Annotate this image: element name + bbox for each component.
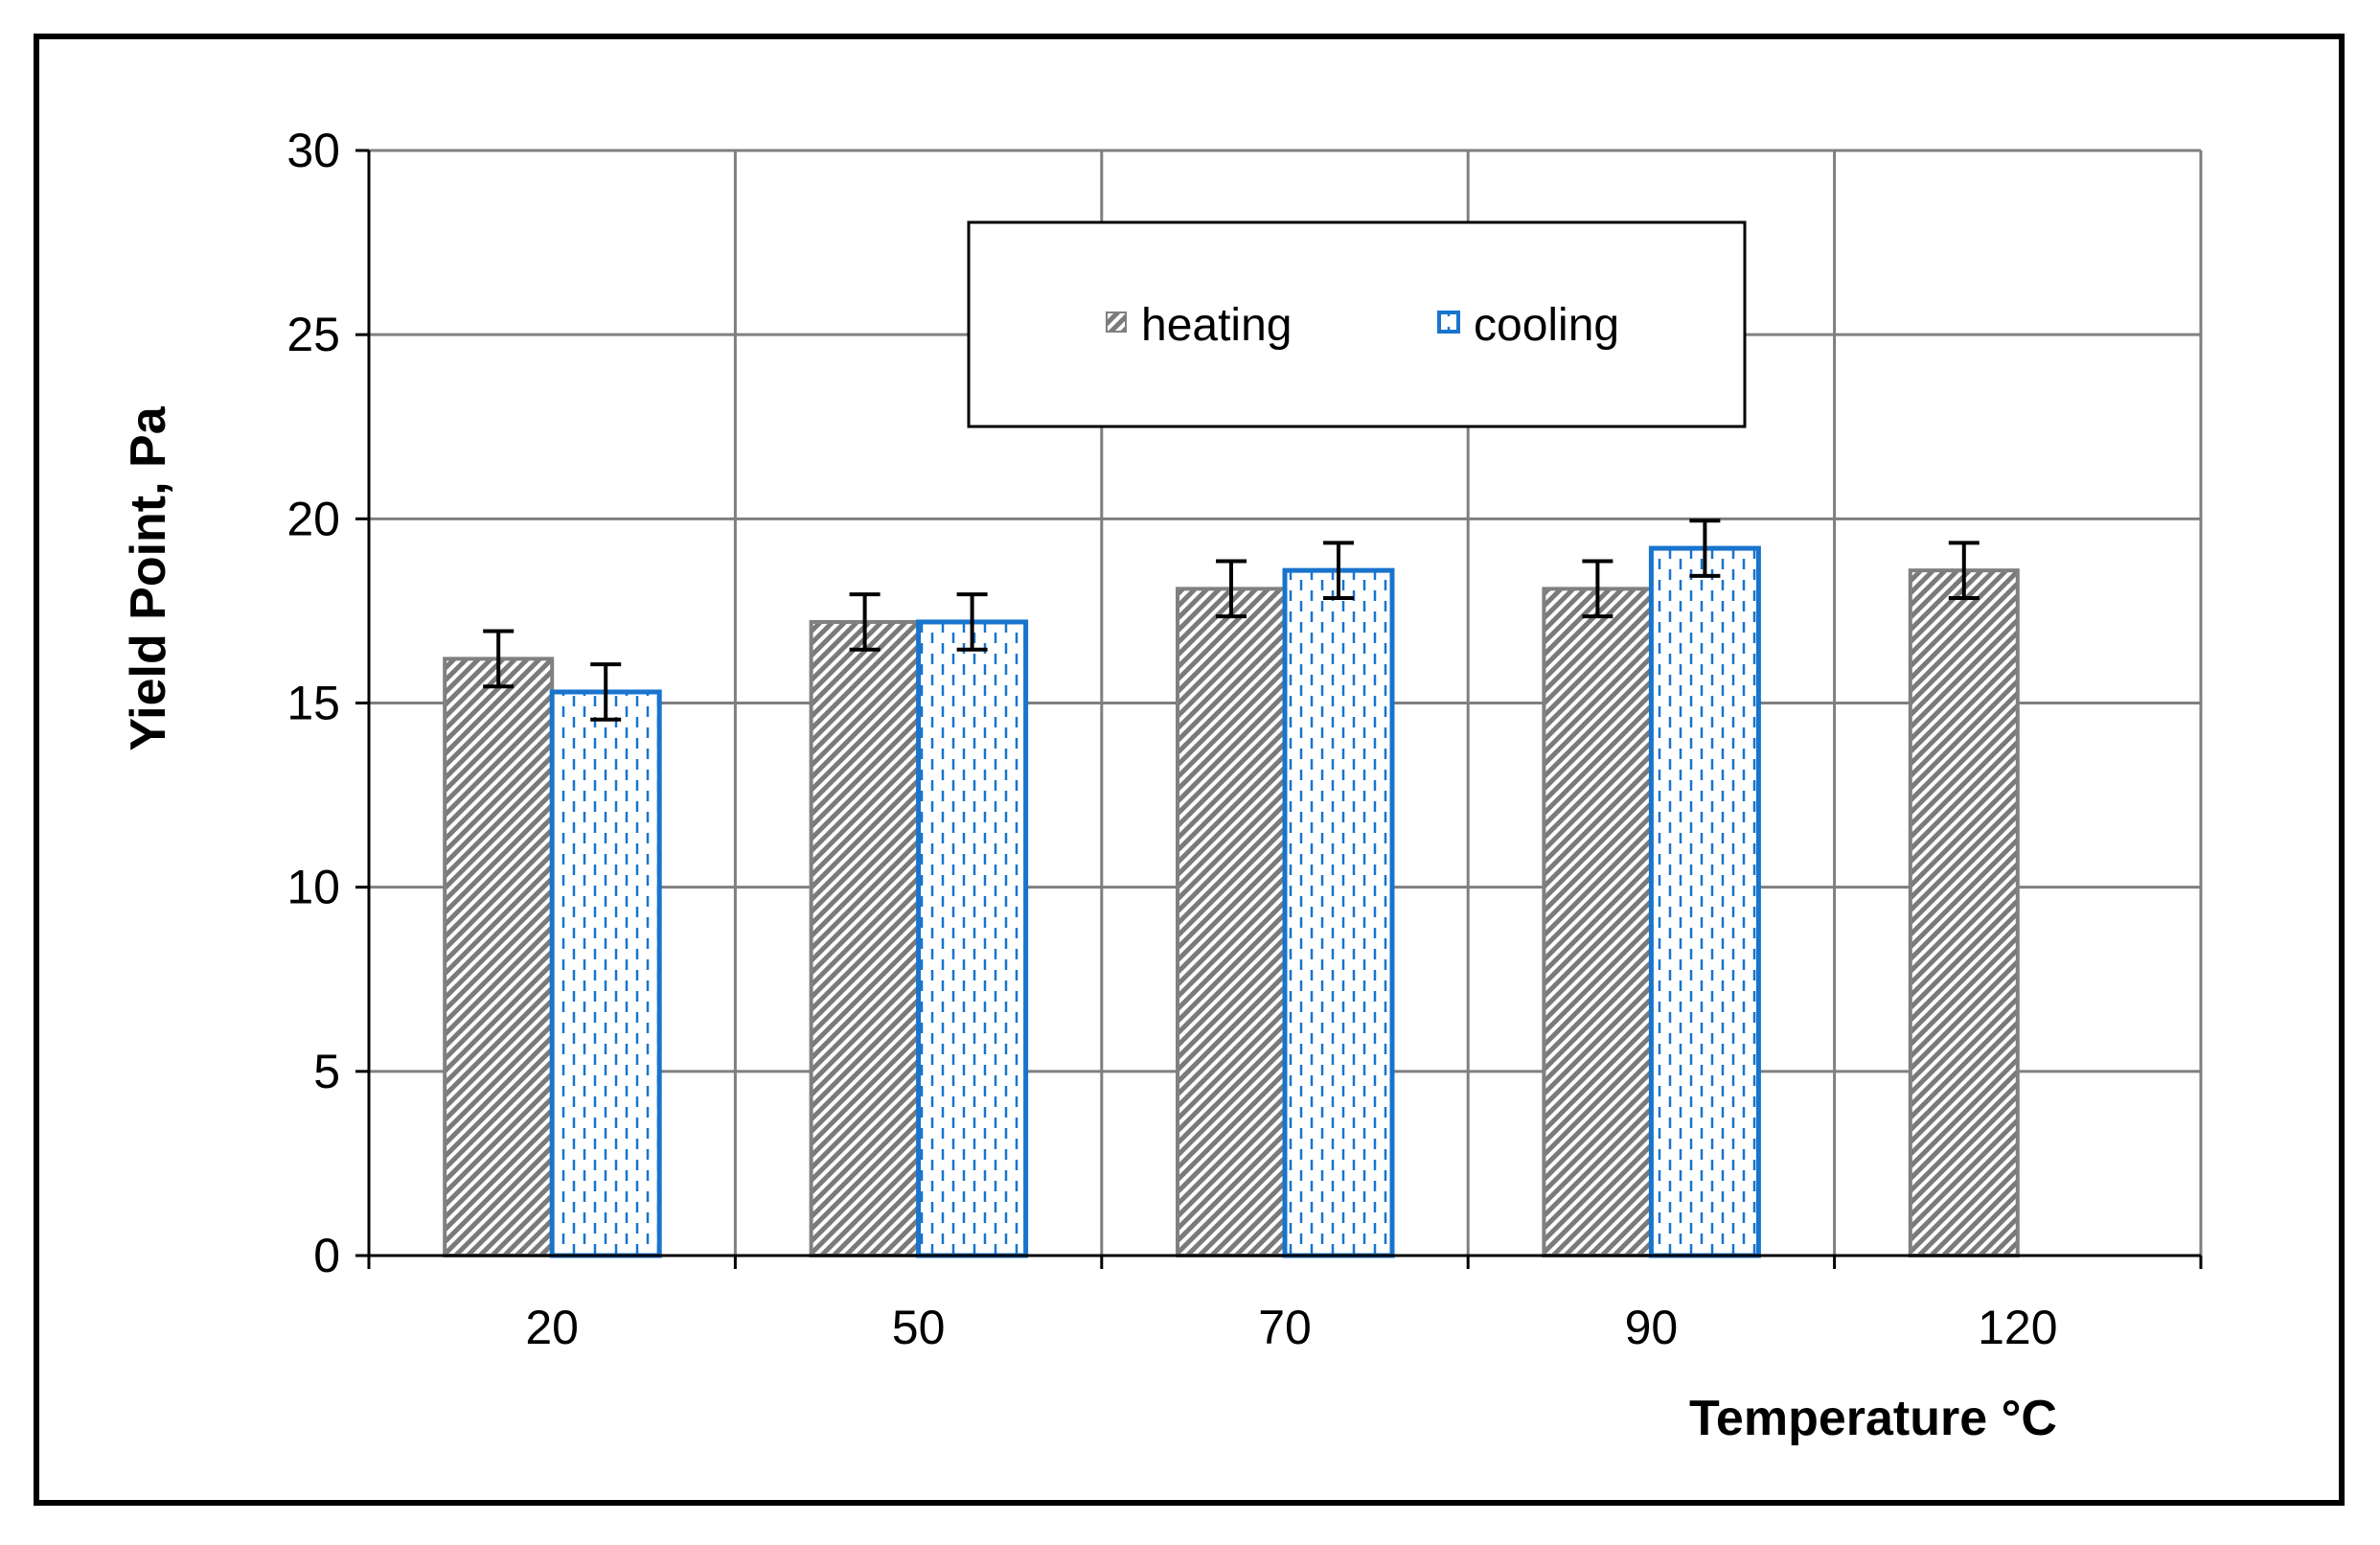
- x-tick-labels: 20 50 70 90 120: [525, 1301, 2057, 1354]
- y-tick-label-0: 0: [313, 1229, 340, 1282]
- bar-cooling-20: [549, 689, 662, 1258]
- legend-swatch-heating: [1106, 311, 1127, 333]
- bar-heating-120: [1908, 568, 2020, 1257]
- axes: [355, 149, 2203, 1269]
- y-tick-labels: 0 5 10 15 20 25 30: [286, 124, 340, 1282]
- x-tick-label-70: 70: [1258, 1301, 1312, 1354]
- error-bars: [483, 519, 1980, 722]
- y-tick-label-30: 30: [286, 124, 340, 177]
- x-tick-label-120: 120: [1978, 1301, 2057, 1354]
- legend: heating cooling: [967, 220, 1747, 428]
- bar-heating-20: [443, 657, 555, 1257]
- x-tick-label-50: 50: [892, 1301, 946, 1354]
- legend-swatch-cooling: [1437, 311, 1460, 334]
- bar-cooling-50: [916, 619, 1029, 1258]
- bar-heating-90: [1542, 587, 1654, 1257]
- y-tick-label-20: 20: [286, 492, 340, 545]
- bar-cooling-70: [1282, 567, 1395, 1258]
- legend-label-cooling: cooling: [1474, 300, 1619, 351]
- y-tick-label-5: 5: [313, 1045, 340, 1098]
- bars: [443, 545, 2020, 1258]
- y-axis-title: Yield Point, Pa: [121, 405, 176, 750]
- x-tick-label-20: 20: [525, 1301, 579, 1354]
- bar-cooling-90: [1648, 545, 1761, 1258]
- x-tick-label-90: 90: [1625, 1301, 1679, 1354]
- bar-heating-50: [809, 619, 921, 1257]
- legend-box: [967, 220, 1747, 428]
- y-tick-label-25: 25: [286, 308, 340, 361]
- y-tick-label-15: 15: [286, 677, 340, 730]
- bar-heating-70: [1176, 587, 1287, 1257]
- x-axis-title: Temperature °C: [1689, 1391, 2057, 1446]
- legend-label-heating: heating: [1141, 300, 1292, 351]
- y-tick-label-10: 10: [286, 861, 340, 914]
